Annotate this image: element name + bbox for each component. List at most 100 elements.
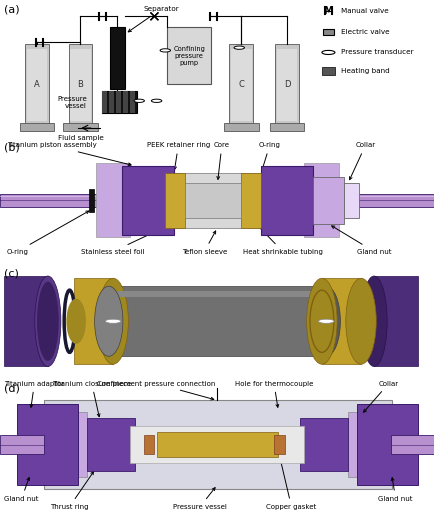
Bar bbox=[87, 418, 135, 471]
Circle shape bbox=[134, 99, 144, 102]
Bar bbox=[343, 183, 358, 218]
Bar bbox=[109, 91, 114, 113]
Bar bbox=[130, 91, 135, 113]
Bar bbox=[4, 276, 48, 366]
Bar bbox=[165, 173, 184, 228]
Bar bbox=[299, 418, 347, 471]
Bar bbox=[89, 189, 94, 212]
Bar bbox=[63, 123, 97, 131]
Text: B: B bbox=[77, 80, 83, 89]
Bar bbox=[273, 435, 284, 454]
Bar bbox=[0, 194, 122, 207]
Text: Teflon sleeve: Teflon sleeve bbox=[181, 231, 227, 254]
Bar bbox=[70, 49, 91, 121]
Bar bbox=[276, 49, 297, 121]
Bar bbox=[130, 426, 304, 463]
Text: (b): (b) bbox=[4, 142, 20, 153]
Bar bbox=[0, 435, 43, 454]
Text: (c): (c) bbox=[4, 268, 19, 278]
Bar bbox=[108, 286, 326, 356]
Bar bbox=[143, 435, 154, 454]
Bar bbox=[69, 44, 92, 125]
Ellipse shape bbox=[95, 286, 123, 356]
Bar bbox=[391, 435, 434, 454]
Circle shape bbox=[151, 99, 161, 102]
Text: Core: Core bbox=[214, 142, 229, 179]
Bar bbox=[275, 44, 299, 125]
Text: C: C bbox=[238, 80, 244, 89]
Bar bbox=[269, 123, 303, 131]
Bar bbox=[109, 27, 125, 88]
Text: Gland nut: Gland nut bbox=[331, 226, 391, 254]
Text: Separator: Separator bbox=[128, 6, 179, 32]
Bar bbox=[304, 163, 339, 237]
Circle shape bbox=[318, 319, 333, 323]
Ellipse shape bbox=[37, 282, 59, 361]
Bar bbox=[184, 183, 241, 218]
Text: (d): (d) bbox=[4, 383, 20, 393]
Text: (a): (a) bbox=[4, 4, 20, 14]
Text: Collar: Collar bbox=[349, 142, 375, 180]
Text: Heating band: Heating band bbox=[341, 68, 389, 74]
Ellipse shape bbox=[313, 301, 329, 341]
Bar bbox=[17, 405, 78, 485]
Ellipse shape bbox=[306, 278, 336, 364]
Text: Pressure vessel: Pressure vessel bbox=[173, 488, 227, 510]
Text: Titanium piston assembly: Titanium piston assembly bbox=[7, 142, 131, 166]
Ellipse shape bbox=[35, 276, 61, 366]
Text: O-ring: O-ring bbox=[7, 211, 89, 254]
Text: M: M bbox=[323, 6, 332, 16]
Bar bbox=[117, 291, 317, 297]
Bar bbox=[27, 49, 47, 121]
Bar bbox=[167, 27, 210, 84]
Text: Manual valve: Manual valve bbox=[341, 8, 388, 14]
Text: Hole for thermocouple: Hole for thermocouple bbox=[234, 381, 312, 407]
Bar bbox=[123, 91, 128, 113]
Text: Collar: Collar bbox=[363, 381, 398, 412]
Bar bbox=[165, 173, 278, 228]
Bar bbox=[102, 91, 107, 113]
Text: Gland nut: Gland nut bbox=[4, 478, 39, 502]
Bar bbox=[347, 412, 373, 476]
Circle shape bbox=[160, 49, 170, 52]
Bar bbox=[321, 278, 360, 364]
Text: Titanium adaptor: Titanium adaptor bbox=[4, 381, 64, 407]
Text: Pressure
vessel: Pressure vessel bbox=[57, 96, 87, 108]
Bar bbox=[229, 44, 253, 125]
Bar bbox=[156, 432, 278, 456]
Ellipse shape bbox=[312, 286, 339, 356]
Bar bbox=[356, 405, 417, 485]
Bar bbox=[25, 44, 49, 125]
Ellipse shape bbox=[98, 278, 128, 364]
Bar bbox=[74, 278, 113, 364]
Text: Confinement pressure connection: Confinement pressure connection bbox=[97, 381, 215, 400]
Bar bbox=[282, 194, 434, 207]
Bar bbox=[43, 400, 391, 489]
Text: Titanium closure piece: Titanium closure piece bbox=[52, 381, 131, 417]
Circle shape bbox=[321, 50, 334, 54]
Bar bbox=[116, 91, 121, 113]
Circle shape bbox=[233, 46, 244, 49]
Ellipse shape bbox=[360, 276, 386, 366]
Bar bbox=[224, 123, 258, 131]
Bar bbox=[241, 173, 260, 228]
Text: Confining
pressure
pump: Confining pressure pump bbox=[173, 46, 205, 66]
Text: Heat shrinkable tubing: Heat shrinkable tubing bbox=[242, 221, 322, 254]
Circle shape bbox=[105, 319, 121, 323]
Text: Pressure transducer: Pressure transducer bbox=[341, 49, 413, 56]
Bar bbox=[231, 49, 251, 121]
Text: Stainless steel foil: Stainless steel foil bbox=[81, 219, 181, 254]
Text: Copper gasket: Copper gasket bbox=[266, 455, 316, 510]
Bar bbox=[95, 163, 130, 237]
Bar bbox=[20, 123, 54, 131]
Text: O-ring: O-ring bbox=[258, 142, 280, 170]
Bar bbox=[322, 29, 333, 35]
Bar bbox=[312, 177, 343, 224]
Text: Electric valve: Electric valve bbox=[341, 29, 389, 35]
Text: Thrust ring: Thrust ring bbox=[50, 472, 93, 510]
Bar bbox=[122, 166, 174, 235]
Ellipse shape bbox=[66, 299, 85, 344]
Bar bbox=[61, 412, 87, 476]
Text: A: A bbox=[34, 80, 40, 89]
Bar bbox=[321, 67, 334, 75]
